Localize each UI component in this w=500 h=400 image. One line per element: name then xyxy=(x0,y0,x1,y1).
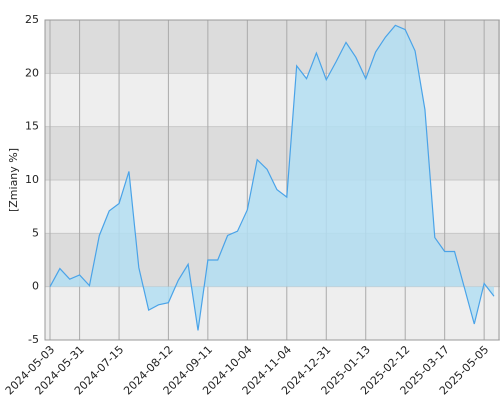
y-tick-label: 25 xyxy=(25,13,39,26)
y-tick-label: 20 xyxy=(25,66,39,79)
plot-border xyxy=(44,19,500,341)
y-axis-label: [Zmiany %] xyxy=(7,148,20,212)
grid-band xyxy=(45,73,500,127)
y-tick-label: 5 xyxy=(32,226,39,239)
area-line xyxy=(49,24,495,331)
y-tick-label: -5 xyxy=(28,333,39,346)
grid-band xyxy=(45,20,500,74)
y-tick-label: 0 xyxy=(32,280,39,293)
area-fill xyxy=(50,25,494,331)
grid-band xyxy=(45,126,500,180)
y-tick-label: 15 xyxy=(25,120,39,133)
grid-band xyxy=(45,286,500,340)
y-tick-label: 10 xyxy=(25,173,39,186)
